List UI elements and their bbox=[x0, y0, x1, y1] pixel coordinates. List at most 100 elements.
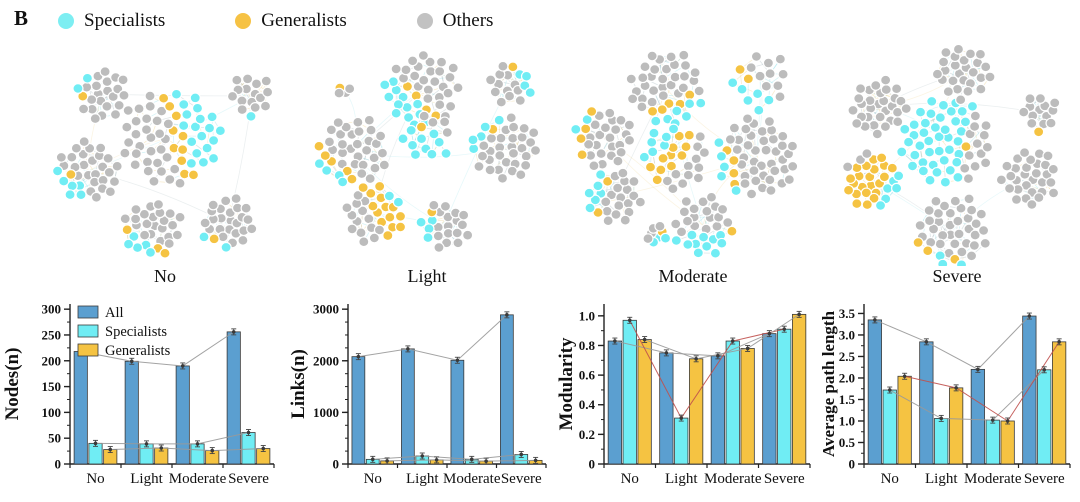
network-node bbox=[686, 229, 698, 241]
error-dot bbox=[976, 367, 980, 372]
network-node bbox=[476, 150, 489, 162]
network-node bbox=[447, 62, 459, 74]
network-node bbox=[726, 225, 738, 237]
network-node bbox=[953, 228, 965, 240]
network-node bbox=[400, 64, 412, 76]
network-node bbox=[975, 83, 987, 95]
network-node bbox=[963, 193, 975, 205]
network-node bbox=[617, 167, 629, 179]
network-node bbox=[756, 125, 768, 137]
network-node bbox=[667, 123, 680, 135]
network-node bbox=[952, 215, 964, 227]
network-node bbox=[595, 169, 607, 181]
network-node bbox=[412, 98, 424, 110]
error-dot bbox=[902, 374, 907, 379]
network-nodes bbox=[51, 66, 274, 259]
network-node bbox=[604, 107, 616, 119]
network-node bbox=[716, 203, 729, 215]
network-node bbox=[351, 138, 363, 150]
network-node bbox=[1026, 199, 1038, 210]
network-node bbox=[705, 191, 718, 203]
bar bbox=[622, 319, 637, 465]
bar bbox=[1037, 369, 1052, 465]
network-node bbox=[693, 162, 705, 174]
network-node bbox=[432, 230, 444, 242]
network-node bbox=[418, 74, 430, 86]
error-dot bbox=[469, 457, 474, 462]
series-line-all bbox=[358, 314, 508, 361]
network-node bbox=[148, 175, 160, 187]
network-node bbox=[170, 88, 183, 100]
error-dot bbox=[246, 430, 251, 435]
network-node bbox=[753, 104, 765, 116]
network-node bbox=[900, 103, 912, 114]
network-node bbox=[980, 157, 992, 169]
y-tick-label: 0.2 bbox=[579, 427, 595, 442]
network-node bbox=[164, 174, 176, 185]
network-node bbox=[242, 73, 254, 85]
network-node bbox=[518, 123, 530, 134]
network-node bbox=[750, 51, 763, 62]
error-dot bbox=[939, 416, 944, 421]
network-node bbox=[1034, 93, 1046, 104]
y-tick-label: 200 bbox=[42, 353, 62, 368]
network-node bbox=[409, 70, 421, 82]
network-node bbox=[701, 205, 713, 217]
network-node bbox=[851, 118, 863, 129]
network-node bbox=[336, 138, 349, 150]
network-node bbox=[452, 82, 464, 94]
network-node bbox=[786, 140, 799, 152]
network-node bbox=[727, 77, 739, 89]
network-node bbox=[493, 114, 505, 126]
error-dot bbox=[782, 327, 787, 331]
network-node bbox=[191, 102, 204, 114]
network-node bbox=[657, 90, 669, 102]
network-node bbox=[960, 141, 972, 152]
network-node bbox=[382, 230, 394, 241]
network-node bbox=[742, 95, 754, 106]
network-node bbox=[610, 124, 622, 136]
error-dot bbox=[767, 331, 772, 336]
network-node bbox=[144, 247, 157, 258]
network-node bbox=[141, 113, 153, 125]
network-node bbox=[906, 160, 919, 172]
network-node bbox=[72, 83, 84, 94]
y-axis-label: Average path length bbox=[820, 310, 838, 457]
x-category-label: No bbox=[621, 471, 639, 487]
network-node bbox=[133, 103, 145, 115]
network-node bbox=[368, 232, 380, 244]
network-node bbox=[364, 173, 376, 185]
network-node bbox=[923, 146, 936, 158]
network-node bbox=[944, 207, 956, 219]
y-tick-label: 50 bbox=[48, 431, 61, 446]
y-tick-label: 2000 bbox=[313, 353, 339, 368]
network-node bbox=[680, 141, 692, 153]
network-node bbox=[570, 123, 582, 135]
network-node bbox=[426, 148, 438, 160]
error-dot bbox=[642, 337, 647, 342]
network-node bbox=[642, 233, 654, 245]
network-node bbox=[646, 96, 658, 108]
network-node bbox=[479, 121, 491, 133]
network-node bbox=[467, 134, 479, 146]
network-node bbox=[853, 93, 865, 104]
network-node bbox=[742, 139, 754, 151]
network-node bbox=[144, 90, 156, 102]
network-node bbox=[634, 196, 646, 208]
network-node bbox=[90, 80, 103, 92]
network-node bbox=[1024, 93, 1036, 105]
network-node bbox=[1003, 183, 1016, 194]
network-node bbox=[155, 105, 168, 117]
network-node bbox=[507, 132, 519, 144]
network-node bbox=[199, 217, 211, 229]
network-node bbox=[588, 160, 600, 172]
network-node bbox=[678, 49, 690, 61]
error-dot bbox=[1005, 419, 1010, 423]
network-node bbox=[1018, 106, 1030, 118]
network-node bbox=[507, 121, 520, 133]
network-node bbox=[739, 178, 751, 189]
network-node bbox=[592, 180, 604, 192]
network-node bbox=[955, 259, 968, 266]
